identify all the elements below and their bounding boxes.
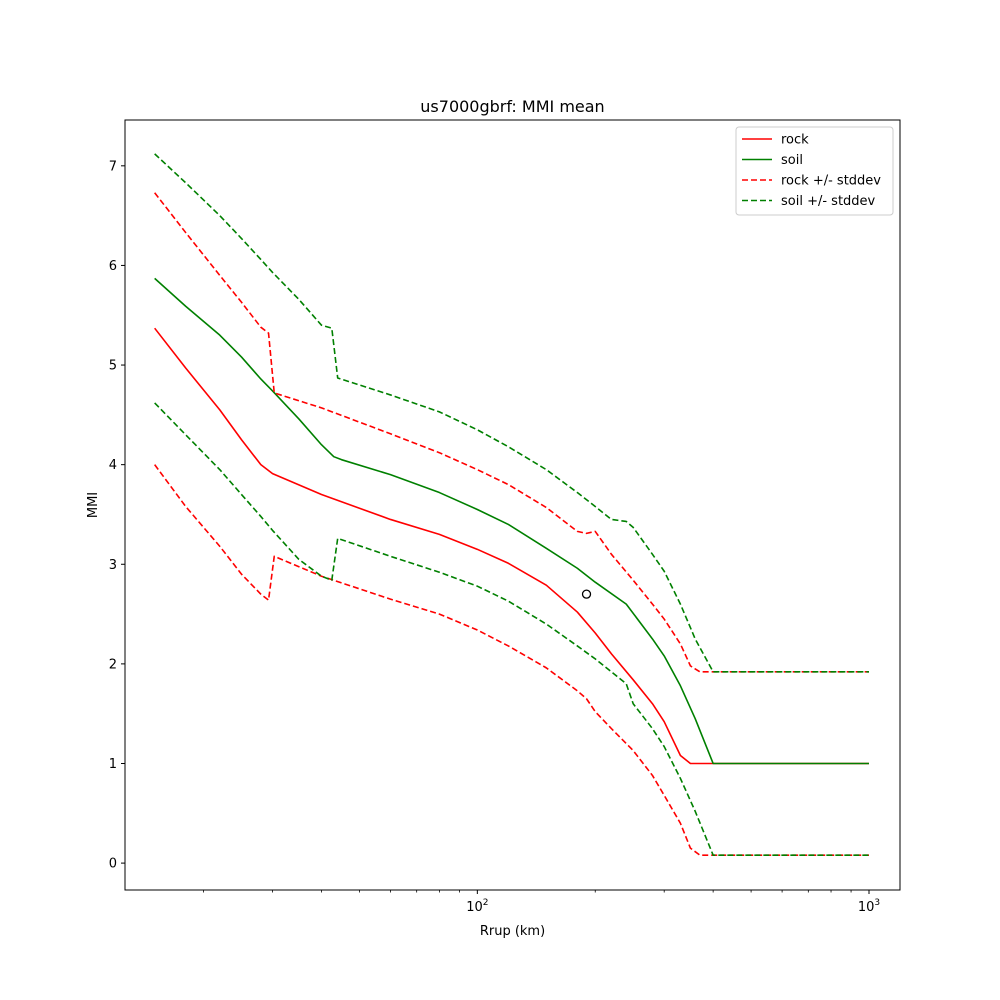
- y-tick-label: 2: [109, 657, 117, 672]
- y-tick-label: 0: [109, 857, 117, 872]
- series-line-soil-stddev-5: [154, 402, 869, 856]
- y-tick-label: 6: [109, 259, 117, 274]
- x-tick-label: 102: [466, 898, 488, 915]
- y-tick-label: 7: [109, 159, 117, 174]
- series-line-rock-stddev-2: [154, 192, 869, 673]
- legend-label: rock: [781, 133, 809, 148]
- chart-title: us7000gbrf: MMI mean: [420, 97, 604, 116]
- legend-label: soil: [781, 153, 803, 168]
- series-line-rock-stddev-3: [154, 464, 869, 856]
- x-tick-label: 103: [858, 898, 880, 915]
- y-tick-label: 1: [109, 757, 117, 772]
- y-tick-label: 3: [109, 558, 117, 573]
- observation-point-0: [581, 589, 592, 599]
- legend-box: [735, 126, 894, 216]
- x-axis-label: Rrup (km): [480, 924, 545, 939]
- legend: rock soil rock +/- stddev soil +/- stddev: [735, 126, 894, 216]
- series-line-rock-0: [154, 327, 869, 765]
- y-tick-label: 4: [109, 458, 117, 473]
- legend-label: rock +/- stddev: [781, 174, 881, 189]
- y-axis-label: MMI: [86, 492, 101, 518]
- series-line-soil-1: [154, 277, 869, 765]
- legend-label: soil +/- stddev: [781, 194, 876, 209]
- plot-area: [154, 153, 869, 856]
- plot-frame: [124, 119, 901, 891]
- series-line-soil-stddev-4: [154, 153, 869, 673]
- y-tick-label: 5: [109, 359, 117, 374]
- axes: 0 1 2 3 4 5 6 7 102 103: [109, 159, 880, 915]
